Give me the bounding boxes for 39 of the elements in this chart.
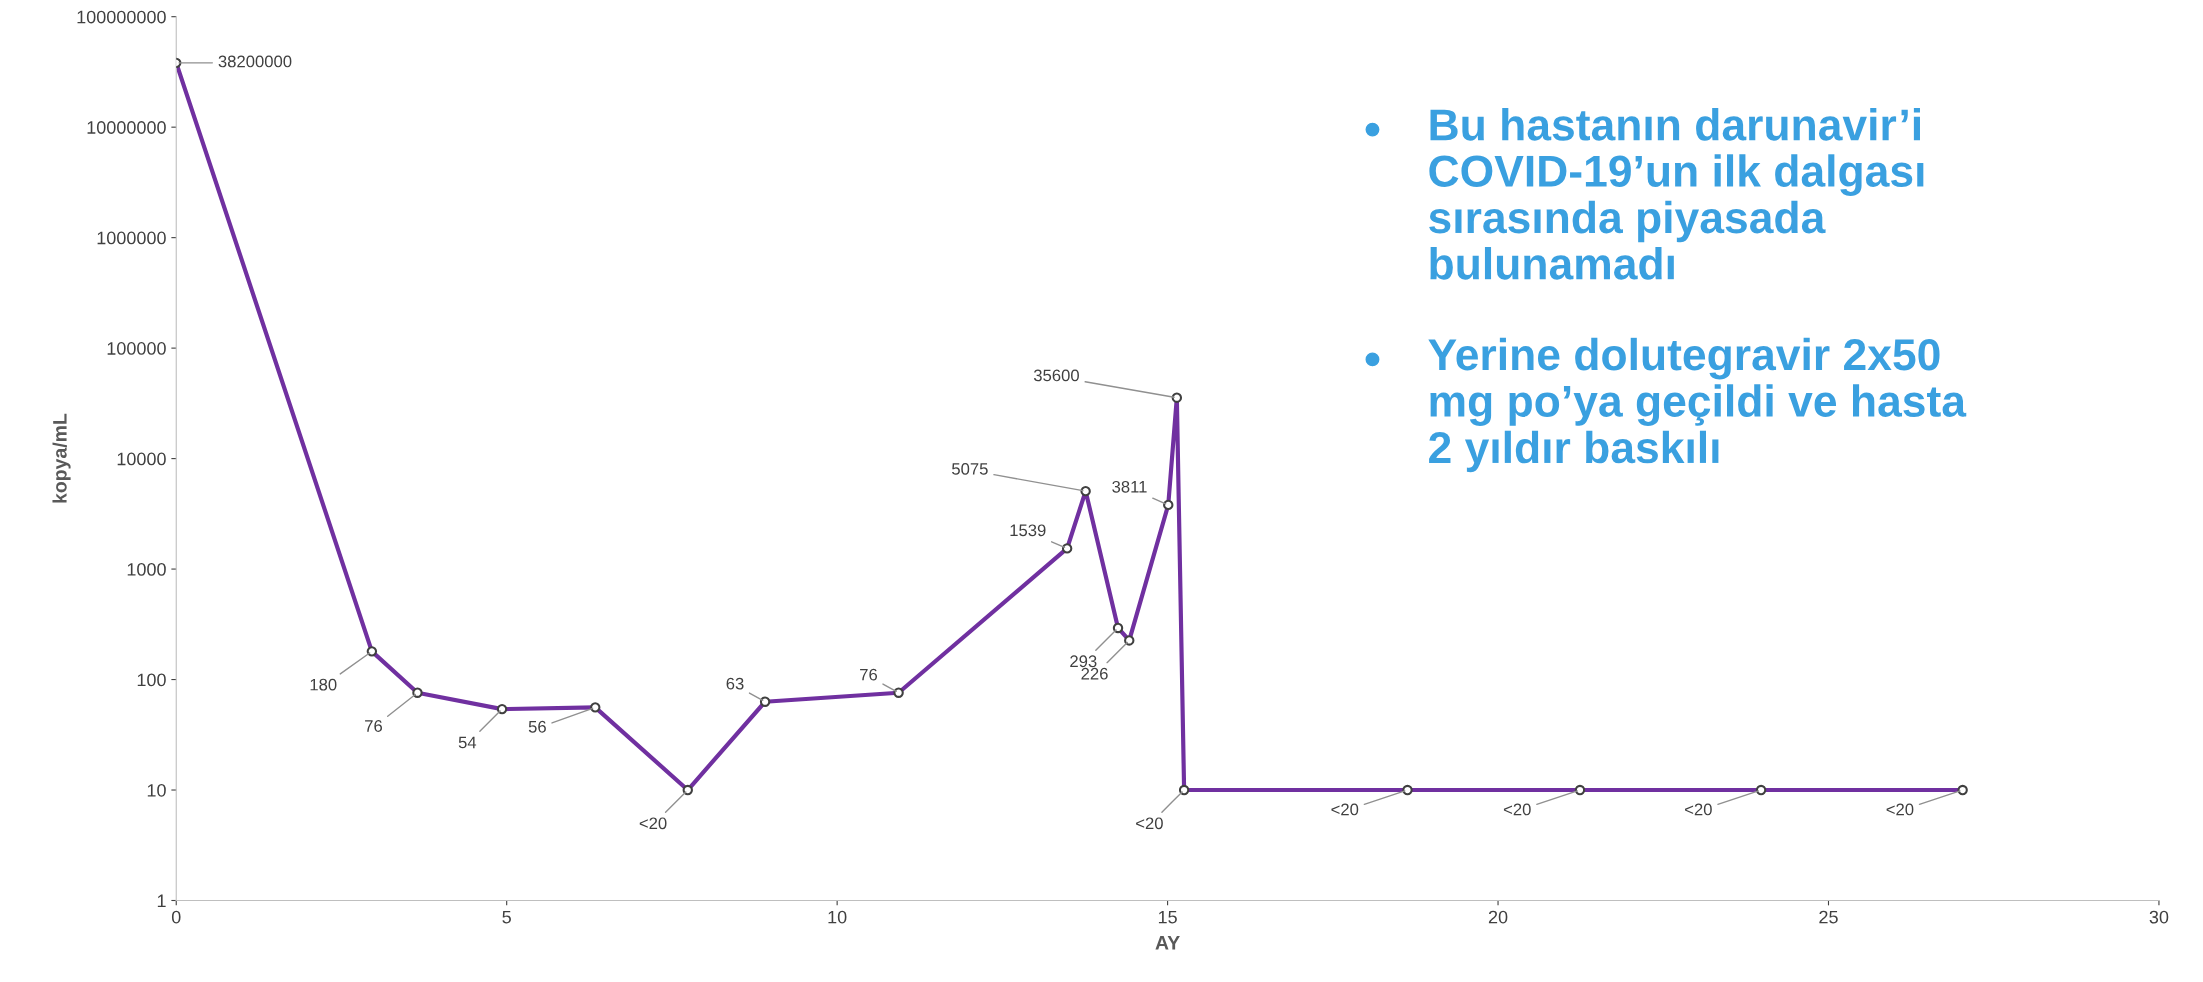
data-label: <20 [1886, 803, 1914, 816]
y-tick-label: 1000 [127, 563, 166, 576]
y-tick-label: 100000000 [77, 10, 166, 24]
x-tick-label: 15 [1158, 910, 1177, 924]
data-label: 5075 [952, 462, 988, 475]
y-tick-label: 1 [157, 894, 166, 908]
data-label: 38200000 [218, 55, 292, 68]
annotation: Yerine dolutegravir 2x50 mg po’ya geçildi ve hasta 2 yıldır baskılı [1428, 337, 1967, 473]
data-label: <20 [639, 817, 667, 830]
y-tick-label: 10 [147, 783, 166, 797]
y-tick-label: 10000 [117, 452, 166, 466]
data-label: <20 [1331, 803, 1359, 816]
data-label: 76 [365, 720, 383, 732]
x-tick-label: 30 [2149, 910, 2169, 924]
y-tick-label: 10000000 [87, 121, 166, 134]
data-label: <20 [1136, 817, 1163, 830]
data-label: 3811 [1112, 480, 1147, 493]
data-label: 1539 [1010, 524, 1046, 537]
data-label: 180 [310, 678, 337, 691]
y-axis-title: kopya/mL [52, 413, 71, 503]
y-tick-label: 100000 [107, 342, 166, 355]
data-label: 56 [528, 720, 546, 733]
data-label: 63 [726, 677, 744, 690]
x-axis-title: AY [1155, 936, 1180, 950]
data-label: 35600 [1033, 369, 1079, 382]
data-label: 54 [458, 736, 477, 749]
data-label: <20 [1685, 803, 1712, 816]
y-tick-label: 100 [137, 673, 166, 687]
data-label: <20 [1503, 803, 1531, 816]
x-tick-label: 10 [828, 910, 847, 924]
x-tick-label: 25 [1819, 910, 1838, 924]
annotation: Bu hastanın darunavir’i COVID-19’un ilk dalgası sırasında piyasada bulunamadı [1429, 108, 1924, 280]
y-tick-label: 1000000 [97, 231, 166, 245]
data-label: 293 [1070, 655, 1097, 668]
x-tick-label: 0 [171, 910, 181, 924]
data-label: 76 [860, 668, 878, 681]
x-tick-label: 5 [502, 910, 511, 924]
x-tick-label: 20 [1488, 910, 1508, 924]
data-label: 226 [1081, 667, 1108, 680]
